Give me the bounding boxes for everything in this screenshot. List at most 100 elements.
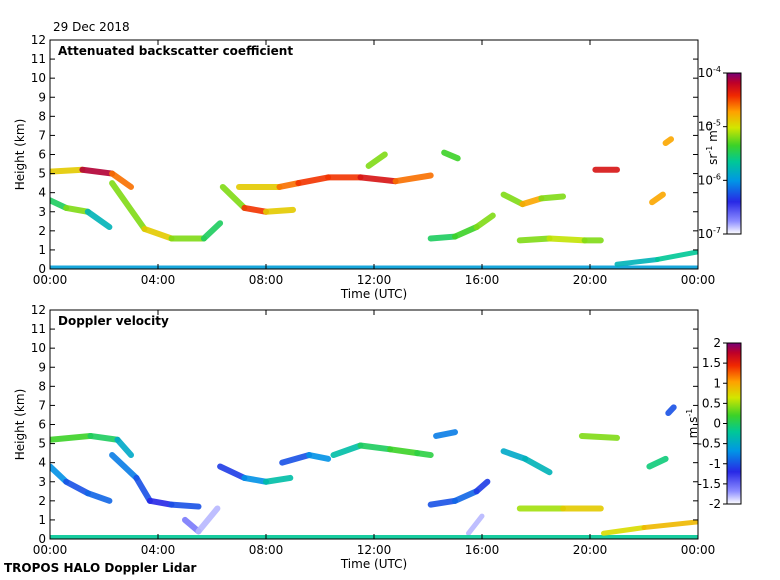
data-segment-15-1 (665, 404, 677, 417)
y-axis-label: Height (km) (13, 389, 27, 460)
data-segment-1-2 (87, 432, 121, 443)
data-segment-5-1 (217, 463, 248, 481)
y-tick-label: 2 (38, 494, 46, 508)
data-segment-3-1 (109, 452, 140, 481)
data-segment-9-1 (500, 191, 526, 208)
data-segment-9-1 (427, 497, 458, 508)
data-segment-7-1 (330, 442, 364, 459)
y-tick-label: 0 (38, 262, 46, 276)
x-tick-label: 00:00 (33, 273, 68, 287)
x-axis-label: Time (UTC) (340, 287, 407, 301)
y-tick-label: 10 (31, 71, 46, 85)
y-tick-label: 12 (31, 33, 46, 47)
y-tick-label: 4 (38, 456, 46, 470)
data-segment-2-1 (50, 463, 70, 485)
data-segment-5-2 (276, 180, 302, 190)
y-tick-label: 5 (38, 437, 46, 451)
data-segment-6-1 (365, 151, 388, 169)
data-segment-13-1 (662, 136, 674, 147)
data-segment-1-3 (109, 170, 134, 190)
colorbar-tick-label: -2 (709, 497, 721, 511)
data-segment-14-1 (646, 455, 669, 470)
data-segment-3-4 (168, 501, 202, 510)
y-tick-label: 11 (31, 322, 46, 336)
data-segment-4-1 (219, 183, 248, 211)
data-segment-3-3 (146, 497, 175, 508)
y-tick-label: 1 (38, 243, 46, 257)
data-segment-1-1 (50, 432, 94, 443)
data-segment-5-5 (357, 174, 399, 185)
data-segment-12-1 (649, 191, 666, 206)
data-segment-17-1 (601, 525, 647, 536)
y-tick-label: 7 (38, 128, 46, 142)
colorbar-tick-label: 0.5 (702, 396, 721, 410)
x-tick-label: 12:00 (357, 273, 392, 287)
y-tick-label: 0 (38, 532, 46, 546)
colorbar-unit: m s-1 (685, 409, 700, 439)
colorbar (726, 72, 742, 235)
data-segment-5-3 (263, 474, 294, 485)
data-segment-9-2 (519, 195, 545, 208)
x-tick-label: 08:00 (249, 543, 284, 557)
colorbar-tick-label: 10-4 (698, 65, 721, 80)
colorbar-tick-label: 10-6 (698, 172, 721, 187)
x-tick-label: 16:00 (465, 543, 500, 557)
x-tick-label: 04:00 (141, 543, 176, 557)
colorbar-tick-label: 0 (713, 417, 721, 431)
data-segment-10-1 (516, 235, 553, 244)
data-segment-1-3 (114, 436, 134, 459)
y-tick-label: 5 (38, 167, 46, 181)
y-tick-label: 6 (38, 148, 46, 162)
plot-frame (49, 309, 699, 540)
y-tick-label: 4 (38, 186, 46, 200)
data-segment-8-3 (473, 212, 496, 231)
colorbar-unit: sr-1 m-1 (705, 122, 720, 165)
colorbar-tick-label: 2 (713, 336, 721, 350)
data-segment-4-3 (263, 206, 296, 215)
y-tick-label: 8 (38, 379, 46, 393)
data-segment-3-2 (133, 474, 153, 504)
colorbar-tick-label: 1.5 (702, 356, 721, 370)
x-tick-label: 00:00 (681, 273, 716, 287)
y-tick-label: 2 (38, 224, 46, 238)
data-segment-4-2 (195, 505, 221, 535)
colorbar-tick-label: 1 (713, 376, 721, 390)
chart-panel-1: Attenuated backscatter coefficient012345… (13, 33, 742, 301)
data-segment-1-1 (50, 166, 86, 175)
chart-title: Attenuated backscatter coefficient (58, 44, 293, 58)
x-axis-label: Time (UTC) (340, 557, 407, 571)
colorbar-tick-label: -1.5 (698, 477, 721, 491)
colorbar-tick-label: 10-5 (698, 119, 721, 134)
data-segment-1-2 (79, 166, 116, 177)
y-tick-label: 10 (31, 341, 46, 355)
data-segment-5-2 (241, 474, 269, 485)
y-tick-label: 3 (38, 205, 46, 219)
chart-title: Doppler velocity (58, 314, 169, 328)
data-segment-9-3 (473, 478, 491, 495)
data-segment-7-4 (414, 450, 434, 459)
y-axis-label: Height (km) (13, 119, 27, 190)
y-tick-label: 3 (38, 475, 46, 489)
data-segment-8-2 (452, 224, 480, 240)
data-layers (50, 404, 698, 539)
x-tick-label: 04:00 (141, 273, 176, 287)
data-segment-5-3 (295, 174, 332, 187)
data-segment-4-2 (241, 204, 269, 215)
y-tick-label: 11 (31, 52, 46, 66)
y-tick-label: 7 (38, 398, 46, 412)
data-segment-2-3 (84, 208, 113, 231)
x-tick-label: 00:00 (681, 543, 716, 557)
data-segment-11-2 (522, 455, 553, 476)
x-tick-label: 08:00 (249, 273, 284, 287)
data-segment-10-1 (466, 513, 485, 536)
x-tick-label: 16:00 (465, 273, 500, 287)
data-segment-7-1 (441, 149, 461, 162)
y-tick-label: 1 (38, 513, 46, 527)
x-tick-label: 00:00 (33, 543, 68, 557)
instrument-label: TROPOS HALO Doppler Lidar (4, 561, 197, 575)
data-segment-5-6 (392, 172, 434, 185)
data-segment-3-2 (141, 225, 175, 242)
y-tick-label: 9 (38, 90, 46, 104)
